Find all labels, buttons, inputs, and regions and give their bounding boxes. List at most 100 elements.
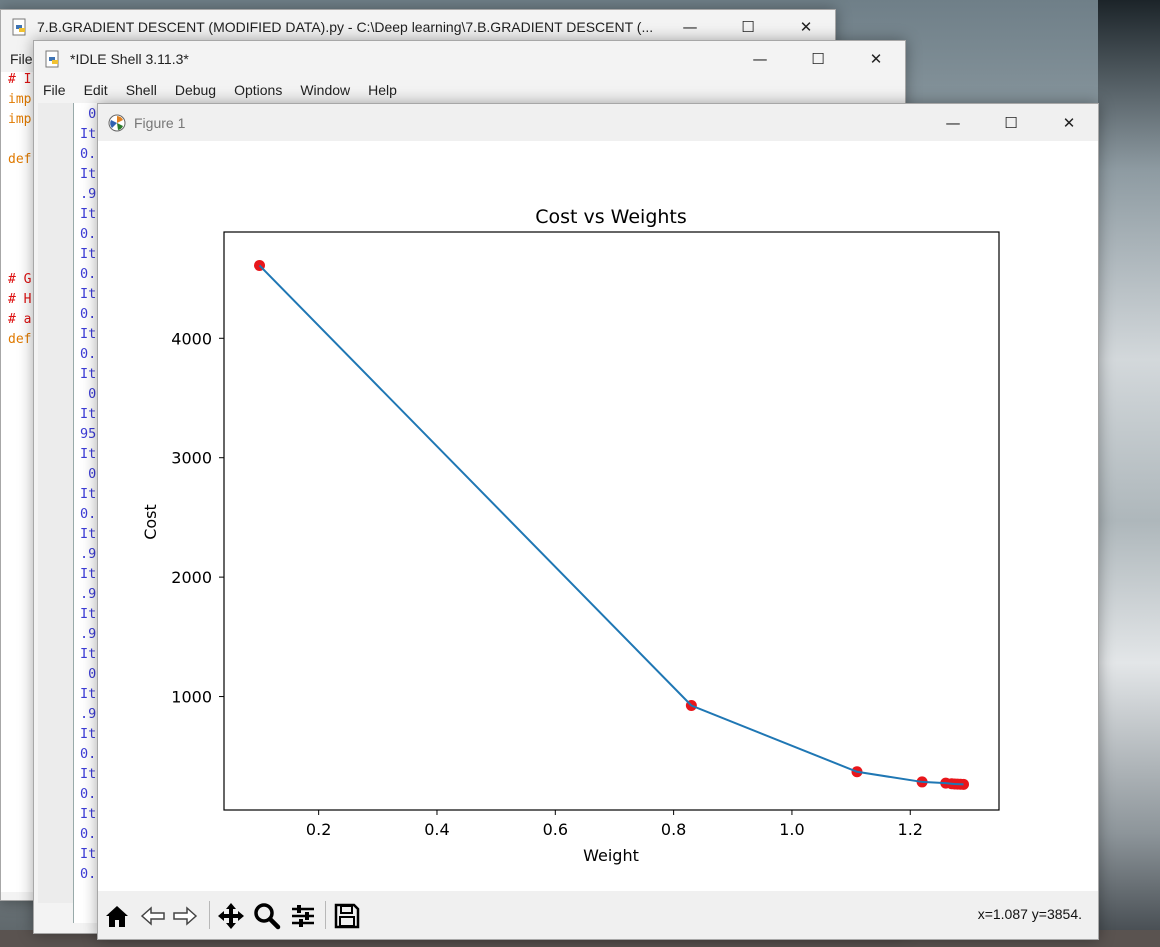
menu-options[interactable]: Options [234,82,283,98]
save-icon[interactable] [332,901,362,931]
code-line: # I [8,72,32,87]
editor-titlebar[interactable]: 7.B.GRADIENT DESCENT (MODIFIED DATA).py … [1,10,835,43]
forward-icon[interactable] [170,901,200,931]
shell-title: *IDLE Shell 3.11.3* [70,50,189,67]
home-icon[interactable] [102,901,132,931]
y-tick-label: 3000 [171,449,212,468]
editor-menu-file[interactable]: File [10,51,33,67]
minimize-button[interactable]: — [752,49,768,68]
shell-menubar: File Edit Shell Debug Options Window Hel… [34,79,406,101]
toolbar-separator [325,901,326,929]
shell-line: .9 [80,186,97,202]
shell-line: 0 [80,386,97,402]
shell-line: It [80,766,97,782]
menu-help[interactable]: Help [368,82,397,98]
figure-titlebar[interactable]: Figure 1 — ☐ ✕ [98,104,1098,141]
x-tick-label: 1.2 [898,820,923,839]
series-line [258,264,964,786]
configure-icon[interactable] [288,901,318,931]
cursor-coordinates: x=1.087 y=3854. [977,906,1082,922]
close-button[interactable]: ✕ [799,17,813,36]
code-line: def [8,152,32,167]
shell-line: 0 [80,666,97,682]
shell-line: 0. [80,506,97,522]
shell-line: It [80,406,97,422]
x-tick-label: 1.0 [779,820,804,839]
shell-line: It [80,846,97,862]
shell-line: It [80,486,97,502]
shell-line: It [80,526,97,542]
shell-line: 0. [80,306,97,322]
code-line: # G [8,272,32,287]
code-line: # H [8,292,32,307]
shell-line: It [80,366,97,382]
pan-icon[interactable] [216,901,246,931]
menu-shell[interactable]: Shell [125,82,157,98]
shell-line: It [80,606,97,622]
shell-line: .9 [80,546,97,562]
back-icon[interactable] [138,901,168,931]
shell-line: It [80,686,97,702]
zoom-icon[interactable] [252,901,282,931]
plot-canvas[interactable]: Cost vs Weights 0.2 0.4 0.6 0.8 1.0 1.2 1000 2… [98,141,1098,891]
shell-line: 0. [80,746,97,762]
shell-line: .9 [80,626,97,642]
shell-line: It [80,646,97,662]
chart-title: Cost vs Weights [535,206,687,228]
shell-line: 0. [80,826,97,842]
close-button[interactable]: ✕ [1062,113,1076,132]
menu-window[interactable]: Window [300,82,351,98]
shell-line: 0 [80,106,97,122]
x-tick-label: 0.6 [543,820,568,839]
maximize-button[interactable]: ☐ [1004,113,1018,132]
python-file-icon [11,18,29,36]
y-axis-label: Cost [141,504,160,540]
x-tick-label: 0.2 [306,820,331,839]
code-line: imp [8,92,32,107]
shell-line: It [80,326,97,342]
shell-line: It [80,166,97,182]
shell-line: It [80,246,97,262]
shell-line: It [80,126,97,142]
shell-line: .9 [80,586,97,602]
x-tick-label: 0.8 [661,820,686,839]
code-line: # a [8,312,32,327]
maximize-button[interactable]: ☐ [741,17,755,36]
cost-chart[interactable]: Cost vs Weights 0.2 0.4 0.6 0.8 1.0 1.2 1000 2… [98,141,1098,891]
shell-line: It [80,806,97,822]
code-line: imp [8,112,32,127]
shell-line: 95 [80,426,97,442]
shell-line: 0. [80,226,97,242]
shell-line: It [80,206,97,222]
matplotlib-icon [108,114,126,132]
close-button[interactable]: ✕ [869,49,883,68]
shell-line: 0. [80,346,97,362]
figure-title: Figure 1 [134,114,186,131]
toolbar-separator [209,901,210,929]
shell-titlebar[interactable]: *IDLE Shell 3.11.3* — ☐ ✕ [34,41,905,76]
y-tick-label: 2000 [171,568,212,587]
shell-gutter [38,103,75,903]
menu-debug[interactable]: Debug [174,82,217,98]
shell-line: It [80,566,97,582]
y-tick-label: 4000 [171,329,212,348]
axes-frame [223,231,1000,811]
shell-line: 0. [80,866,97,882]
shell-line: .9 [80,706,97,722]
editor-title: 7.B.GRADIENT DESCENT (MODIFIED DATA).py … [37,18,654,35]
maximize-button[interactable]: ☐ [811,49,825,68]
menu-edit[interactable]: Edit [83,82,108,98]
minimize-button[interactable]: — [945,113,961,132]
minimize-button[interactable]: — [682,17,698,36]
python-file-icon [44,50,62,68]
plot-toolbar: x=1.087 y=3854. [98,891,1098,939]
x-axis-label: Weight [583,846,639,865]
desktop-background [1098,0,1160,947]
shell-line: 0. [80,146,97,162]
shell-line: It [80,446,97,462]
figure-window[interactable]: Figure 1 — ☐ ✕ Cost vs Weights 0.2 0.4 0.6… [97,103,1099,940]
shell-line: 0 [80,466,97,482]
menu-file[interactable]: File [43,82,66,98]
code-line: def [8,332,32,347]
editor-code-area[interactable]: # I imp imp def # G # H # a def [1,72,35,892]
